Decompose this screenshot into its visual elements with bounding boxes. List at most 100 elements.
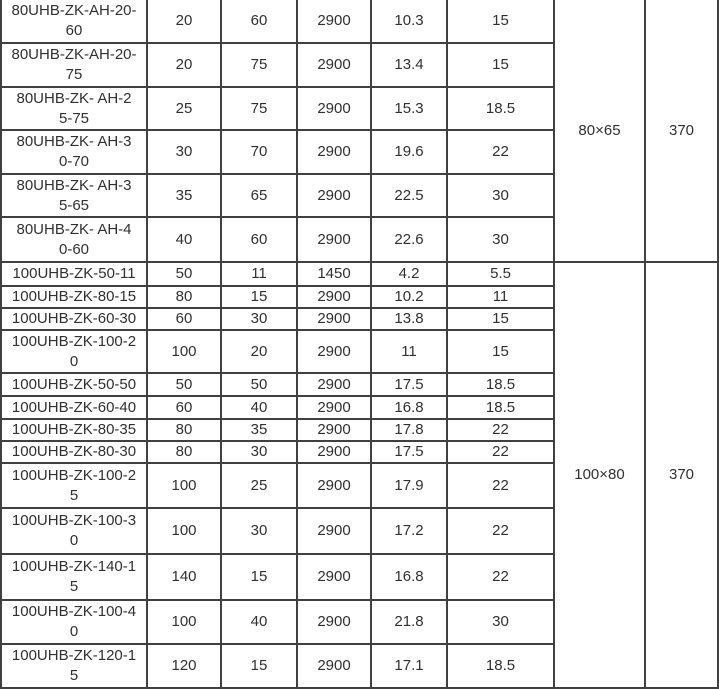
table-row: 100UHB-ZK-100-3 0 100 30 2900 17.2 22	[0, 507, 718, 555]
value-cell: 20	[220, 329, 298, 374]
model-cell: 100UHB-ZK-140-1 5	[0, 553, 148, 601]
value-cell: 2900	[296, 129, 372, 175]
value-cell: 35	[220, 418, 298, 442]
value-cell: 70	[220, 129, 298, 175]
table-row: 100UHB-ZK-100-2 0 100 20 2900 11 15	[0, 329, 718, 374]
value-cell: 2900	[296, 329, 372, 374]
value-cell: 100	[146, 599, 222, 645]
value-cell: 2900	[296, 507, 372, 555]
value-cell: 16.8	[370, 553, 448, 601]
value-cell: 100	[146, 507, 222, 555]
model-cell: 80UHB-ZK- AH-3 0-70	[0, 129, 148, 175]
value-cell: 11	[220, 261, 298, 287]
value-cell: 10.3	[370, 0, 448, 44]
value-cell: 30	[446, 599, 555, 645]
table-row: 100UHB-ZK-50-11 50 11 1450 4.2 5.5 100×80 370	[0, 261, 719, 689]
value-cell: 18.5	[446, 395, 555, 420]
model-cell: 100UHB-ZK-100-4 0	[0, 599, 148, 645]
value-cell: 15	[220, 553, 298, 601]
value-cell: 140	[146, 553, 222, 601]
table-row: 100UHB-ZK-140-1 5 140 15 2900 16.8 22	[0, 553, 718, 601]
table-row: 100UHB-ZK-60-30 60 30 2900 13.8 15	[0, 307, 718, 331]
table-row: 100UHB-ZK-120-1 5 120 15 2900 17.1 18.5	[0, 643, 718, 689]
value-cell: 17.9	[370, 462, 448, 509]
table-row: 100UHB-ZK-100-2 5 100 25 2900 17.9 22	[0, 462, 718, 509]
table-row: 80UHB-ZK- AH-3 5-65 35 65 2900 22.5 30	[0, 173, 718, 218]
value-cell: 2900	[296, 462, 372, 509]
value-cell: 60	[220, 0, 298, 44]
value-cell: 17.5	[370, 372, 448, 397]
value-cell: 17.1	[370, 643, 448, 689]
value-cell: 15	[446, 307, 555, 331]
value-cell: 75	[220, 42, 298, 88]
value-cell: 80	[146, 285, 222, 309]
value-cell: 100	[146, 462, 222, 509]
value-cell: 2900	[296, 372, 372, 397]
model-cell: 100UHB-ZK-100-2 5	[0, 462, 148, 509]
value-cell: 2900	[296, 42, 372, 88]
inlet-outlet-cell: 100×80	[553, 261, 646, 689]
value-cell: 18.5	[446, 643, 555, 689]
table-row: 80UHB-ZK- AH-3 0-70 30 70 2900 19.6 22	[0, 129, 718, 175]
value-cell: 60	[146, 307, 222, 331]
model-cell: 80UHB-ZK-AH-20- 75	[0, 42, 148, 88]
value-cell: 22	[446, 462, 555, 509]
value-cell: 60	[220, 216, 298, 263]
value-cell: 35	[146, 173, 222, 218]
value-cell: 100	[146, 329, 222, 374]
value-cell: 40	[146, 216, 222, 263]
value-cell: 120	[146, 643, 222, 689]
model-cell: 80UHB-ZK- AH-4 0-60	[0, 216, 148, 263]
value-cell: 17.8	[370, 418, 448, 442]
value-cell: 22	[446, 418, 555, 442]
value-cell: 2900	[296, 599, 372, 645]
table-row: 100UHB-ZK-60-40 60 40 2900 16.8 18.5	[0, 395, 718, 420]
value-cell: 18.5	[446, 86, 555, 131]
value-cell: 40	[220, 395, 298, 420]
value-cell: 25	[146, 86, 222, 131]
value-cell: 30	[220, 440, 298, 464]
value-cell: 15	[220, 643, 298, 689]
table-row: 100UHB-ZK-100-4 0 100 40 2900 21.8 30	[0, 599, 718, 645]
table-row: 100UHB-ZK-80-30 80 30 2900 17.5 22	[0, 440, 718, 464]
value-cell: 80	[146, 418, 222, 442]
value-cell: 11	[446, 285, 555, 309]
value-cell: 2900	[296, 643, 372, 689]
model-cell: 100UHB-ZK-60-40	[0, 395, 148, 420]
value-cell: 17.2	[370, 507, 448, 555]
value-cell: 30	[220, 307, 298, 331]
value-cell: 50	[146, 261, 222, 287]
value-cell: 2900	[296, 86, 372, 131]
value-cell: 50	[220, 372, 298, 397]
value-cell: 2900	[296, 395, 372, 420]
model-cell: 100UHB-ZK-50-11	[0, 261, 148, 287]
value-cell: 50	[146, 372, 222, 397]
value-cell: 2900	[296, 553, 372, 601]
value-cell: 13.4	[370, 42, 448, 88]
value-cell: 2900	[296, 173, 372, 218]
model-cell: 100UHB-ZK-120-1 5	[0, 643, 148, 689]
value-cell: 30	[446, 216, 555, 263]
model-cell: 100UHB-ZK-60-30	[0, 307, 148, 331]
model-cell: 80UHB-ZK- AH-2 5-75	[0, 86, 148, 131]
table-row: 100UHB-ZK-50-50 50 50 2900 17.5 18.5	[0, 372, 718, 397]
value-cell: 15	[220, 285, 298, 309]
weight-cell: 370	[644, 261, 719, 689]
value-cell: 30	[446, 173, 555, 218]
value-cell: 16.8	[370, 395, 448, 420]
value-cell: 75	[220, 86, 298, 131]
value-cell: 20	[146, 0, 222, 44]
value-cell: 1450	[296, 261, 372, 287]
value-cell: 5.5	[446, 261, 555, 287]
value-cell: 2900	[296, 285, 372, 309]
value-cell: 17.5	[370, 440, 448, 464]
model-cell: 80UHB-ZK-AH-20- 60	[0, 0, 148, 44]
model-cell: 80UHB-ZK- AH-3 5-65	[0, 173, 148, 218]
value-cell: 20	[146, 42, 222, 88]
table-row: 80UHB-ZK- AH-2 5-75 25 75 2900 15.3 18.5	[0, 86, 718, 131]
value-cell: 60	[146, 395, 222, 420]
value-cell: 22	[446, 507, 555, 555]
value-cell: 2900	[296, 216, 372, 263]
